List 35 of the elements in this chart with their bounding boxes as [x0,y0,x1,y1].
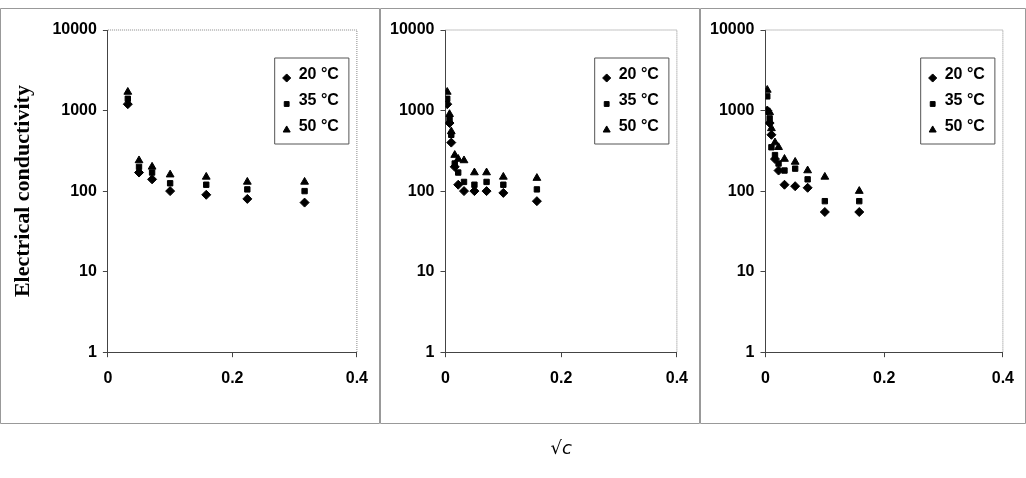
y-tick-label: 1 [87,342,97,360]
y-tick-label: 100 [727,181,755,199]
legend-label: 20 °C [298,65,340,83]
y-tick-label: 1000 [398,100,435,118]
y-tick-label: 10 [79,262,97,280]
legend-label: 35 °C [944,91,986,109]
y-tick-label: 1000 [61,100,97,118]
x-tick-label: 0.4 [991,369,1015,387]
legend-label: 35 °C [618,91,660,109]
x-tick-label: 0.4 [345,369,369,387]
legend-label: 50 °C [298,117,340,135]
legend-label: 50 °C [944,117,986,135]
x-tick-label: 0.2 [221,369,244,387]
y-tick-label: 100 [70,181,97,199]
y-tick-label: 10000 [709,20,755,38]
y-tick-label: 1 [425,342,435,360]
legend-label: 35 °C [298,91,340,109]
x-axis-title: √c [550,436,572,458]
y-tick-label: 10 [416,262,435,280]
x-tick-label: 0.2 [873,369,896,387]
x-tick-label: 0 [441,369,451,387]
x-tick-label: 0 [103,369,113,387]
x-tick-label: 0.2 [550,369,573,387]
x-tick-label: 0.4 [665,369,689,387]
x-tick-label: 0 [761,369,771,387]
legend-label: 20 °C [944,65,986,83]
y-tick-label: 10000 [389,20,435,38]
y-tick-label: 10000 [52,20,97,38]
legend-label: 20 °C [618,65,660,83]
legend-label: 50 °C [618,117,660,135]
y-tick-label: 1000 [718,100,755,118]
y-tick-label: 1 [745,342,755,360]
y-tick-label: 10 [736,262,755,280]
y-axis-title: Electrical conductivity [8,85,34,298]
y-tick-label: 100 [407,181,435,199]
